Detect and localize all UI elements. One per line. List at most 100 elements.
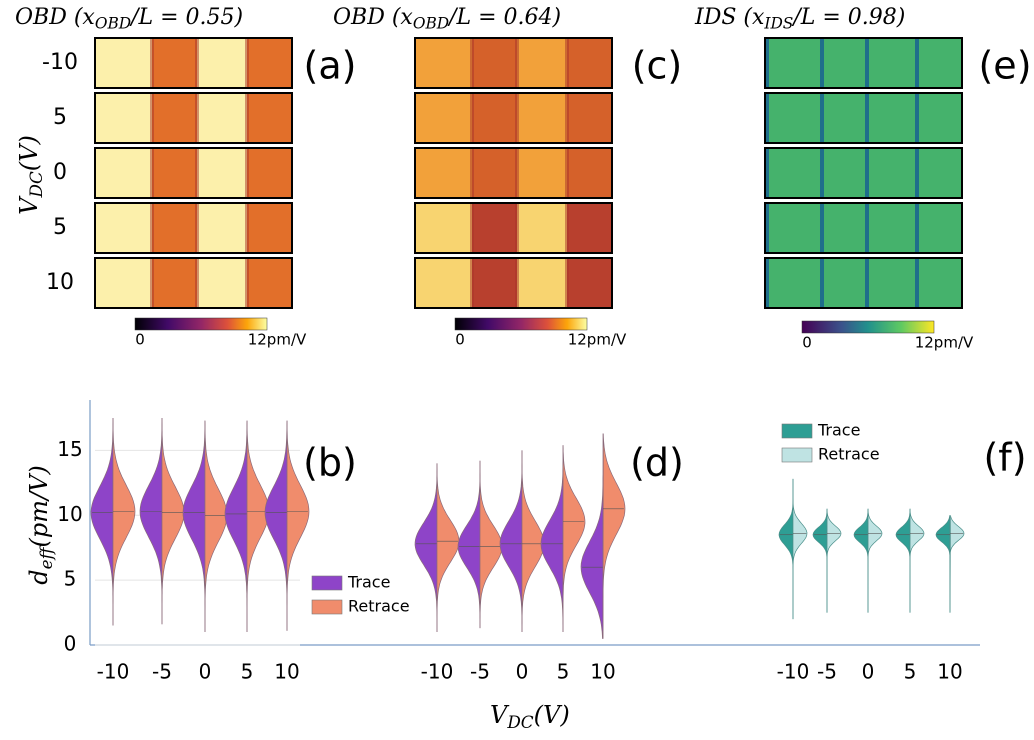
map-stripe	[867, 203, 917, 253]
domain-wall	[820, 148, 824, 198]
legend-label: Retrace	[348, 597, 410, 616]
x-tick-label: 0	[199, 660, 212, 684]
violin-half	[522, 450, 544, 632]
row-axis-label: VDC(V)	[15, 135, 46, 215]
row-label: 5	[53, 215, 67, 240]
map-row	[765, 258, 962, 308]
map-stripe	[822, 203, 867, 253]
domain-wall	[470, 258, 474, 308]
map-stripe	[472, 148, 517, 198]
map-stripe	[152, 203, 197, 253]
domain-wall	[195, 203, 199, 253]
domain-wall	[915, 148, 919, 198]
domain-wall	[245, 93, 249, 143]
y-axis-label-part: (pm/V)	[25, 465, 53, 547]
violin-half	[205, 421, 227, 632]
legend-swatch	[312, 576, 342, 590]
colorbar-max: 12pm/V	[568, 331, 627, 349]
violin-half	[247, 421, 269, 632]
map-row	[415, 258, 612, 308]
legend-label: Trace	[347, 573, 390, 592]
figure: OBD (xOBD/L = 0.55)(a)012pm/VOBD (xOBD/L…	[0, 0, 1034, 740]
domain-wall	[820, 93, 824, 143]
violin-half	[868, 509, 882, 613]
panel-letter: (c)	[632, 44, 683, 88]
map-stripe	[917, 258, 962, 308]
map-stripe	[822, 148, 867, 198]
domain-wall	[865, 38, 869, 88]
map-stripe	[247, 148, 292, 198]
map-stripe	[197, 38, 247, 88]
violin-half	[563, 445, 585, 632]
domain-wall	[515, 203, 519, 253]
map-stripe	[247, 203, 292, 253]
domain-wall	[515, 38, 519, 88]
violin-half	[896, 509, 910, 613]
domain-wall	[245, 38, 249, 88]
map-stripe	[472, 203, 517, 253]
x-tick-label: -10	[777, 660, 810, 684]
domain-wall	[515, 148, 519, 198]
map-stripe	[472, 93, 517, 143]
violin-half	[458, 461, 480, 628]
x-tick-label: -10	[97, 660, 130, 684]
domain-wall	[470, 38, 474, 88]
map-stripe	[917, 93, 962, 143]
domain-wall	[915, 38, 919, 88]
domain-wall	[245, 203, 249, 253]
colorbar-min: 0	[802, 334, 812, 352]
map-stripe	[95, 258, 152, 308]
x-tick-label: 5	[904, 660, 917, 684]
violin-half	[140, 418, 162, 624]
map-stripe	[917, 38, 962, 88]
domain-wall	[565, 258, 569, 308]
map-row	[95, 38, 292, 88]
domain-wall	[915, 258, 919, 308]
domain-wall	[245, 258, 249, 308]
panel-title: IDS (xIDS/L = 0.98)	[694, 5, 905, 33]
domain-wall	[245, 148, 249, 198]
map-stripe	[867, 38, 917, 88]
map-stripe	[567, 148, 612, 198]
colorbar-max: 12pm/V	[248, 331, 307, 349]
x-tick-label: -5	[817, 660, 837, 684]
x-tick-label: 5	[241, 660, 254, 684]
map-stripe	[567, 93, 612, 143]
y-tick-label: 0	[64, 632, 77, 656]
domain-wall	[515, 258, 519, 308]
map-stripe	[765, 38, 822, 88]
violin-half	[162, 418, 184, 624]
map-stripe	[197, 203, 247, 253]
panel-title-part: OBD	[413, 15, 449, 33]
violin-half	[779, 479, 793, 619]
x-tick-label: 0	[862, 660, 875, 684]
violin-half	[854, 509, 868, 613]
map-stripe	[415, 93, 472, 143]
y-tick-label: 5	[64, 567, 77, 591]
map-stripe	[765, 148, 822, 198]
map-stripe	[917, 203, 962, 253]
map-stripe	[247, 258, 292, 308]
legend-swatch	[312, 600, 342, 614]
map-stripe	[95, 93, 152, 143]
map-stripe	[152, 258, 197, 308]
colorbar	[135, 318, 267, 330]
domain-wall	[915, 203, 919, 253]
x-axis-label-part: DC	[506, 712, 533, 732]
domain-wall	[865, 93, 869, 143]
map-stripe	[197, 148, 247, 198]
map-stripe	[95, 148, 152, 198]
violin-half	[813, 509, 827, 613]
map-stripe	[152, 38, 197, 88]
panel-letter: (e)	[978, 44, 1031, 88]
violin-half	[225, 421, 247, 632]
domain-wall	[150, 93, 154, 143]
map-stripe	[247, 38, 292, 88]
domain-wall	[195, 93, 199, 143]
map-stripe	[472, 258, 517, 308]
panel-title-part: OBD (x	[333, 5, 413, 30]
y-tick-label: 15	[57, 437, 82, 461]
map-row	[95, 203, 292, 253]
panel-title: OBD (xOBD/L = 0.64)	[333, 5, 561, 33]
domain-wall	[470, 93, 474, 143]
